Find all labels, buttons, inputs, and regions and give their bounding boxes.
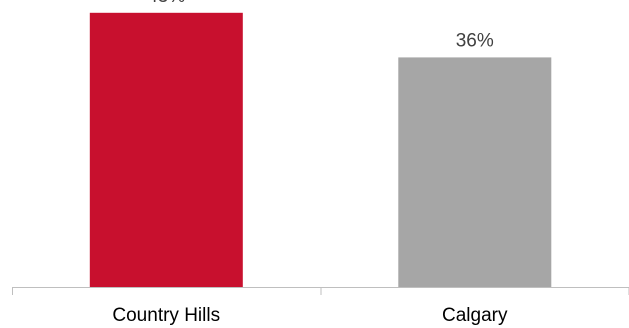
bars-group	[90, 13, 552, 287]
x-tick-label-calgary: Calgary	[442, 305, 508, 326]
bar-country-hills	[90, 13, 243, 287]
x-axis-ticks	[13, 287, 629, 295]
data-label-country-hills: 43%	[147, 0, 185, 7]
x-tick-label-country-hills: Country Hills	[112, 305, 220, 326]
data-label-calgary: 36%	[456, 30, 494, 51]
bar-calgary	[398, 57, 551, 287]
x-axis-tick-labels: Country Hills Calgary	[112, 305, 508, 326]
